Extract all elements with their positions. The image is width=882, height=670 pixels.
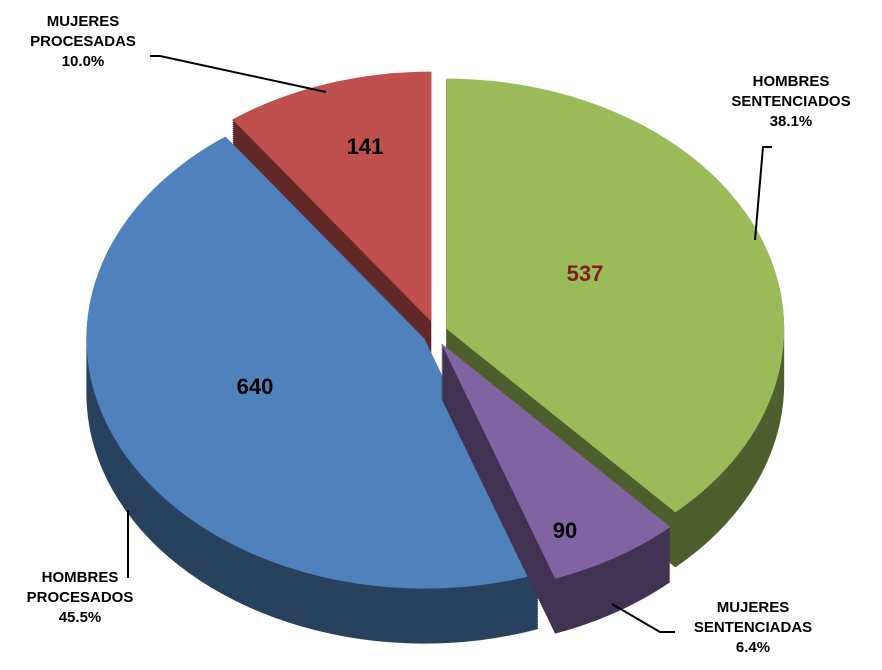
- value-label: 640: [237, 374, 274, 399]
- value-label: 537: [567, 261, 604, 286]
- leader-line: [754, 146, 772, 241]
- slice-label: MUJERES PROCESADAS 10.0%: [8, 12, 158, 72]
- value-label: 90: [553, 518, 577, 543]
- percent-label: 6.4%: [735, 639, 771, 656]
- slice-label: HOMBRES SENTENCIADOS 38.1%: [706, 72, 876, 132]
- slice: [446, 78, 785, 513]
- leader-line: [611, 603, 675, 633]
- slices: 537 90 640 141: [86, 71, 785, 644]
- slice: [86, 136, 539, 589]
- percent-label: 10.0%: [61, 53, 105, 70]
- percent-label: 38.1%: [769, 113, 813, 130]
- percent-label: 45.5%: [58, 609, 102, 626]
- slice-label: MUJERES SENTENCIADAS 6.4%: [668, 598, 838, 658]
- leader-line: [150, 55, 327, 93]
- value-label: 141: [347, 134, 384, 159]
- category-label: MUJERES PROCESADAS: [30, 13, 136, 50]
- slice: [441, 343, 671, 579]
- slice-label: HOMBRES PROCESADOS 45.5%: [0, 568, 160, 628]
- category-label: MUJERES SENTENCIADAS: [693, 599, 813, 636]
- category-label: HOMBRES SENTENCIADOS: [731, 73, 851, 110]
- category-label: HOMBRES PROCESADOS: [26, 569, 134, 606]
- slice: [232, 71, 432, 322]
